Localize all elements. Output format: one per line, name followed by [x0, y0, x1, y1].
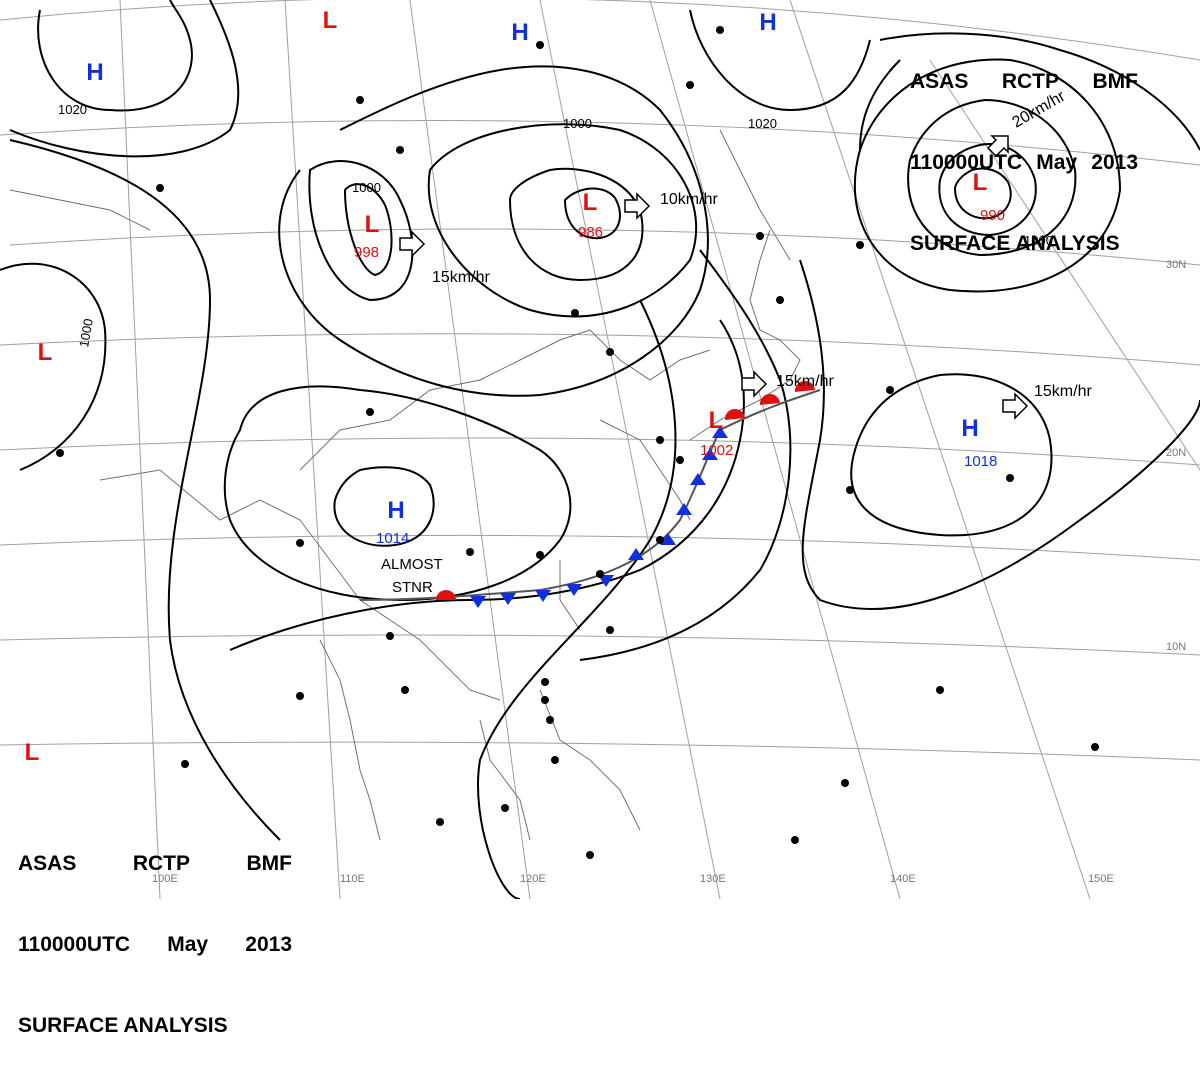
graticule	[0, 0, 1200, 899]
longitude-label: 140E	[890, 873, 916, 885]
longitude-label: 120E	[520, 873, 546, 885]
title-station: RCTP	[1001, 70, 1060, 93]
longitude-label: 110E	[340, 873, 365, 885]
title-product: SURFACE ANALYSIS	[910, 232, 1120, 255]
title-agency: ASAS	[910, 70, 969, 93]
warm-front-semicircles	[436, 380, 815, 600]
low-pressure-marker: L	[583, 189, 598, 216]
title-office: BMF	[246, 852, 293, 875]
latitude-label: 20N	[1166, 447, 1186, 459]
isobar-label: 1000	[1024, 233, 1053, 248]
low-pressure-marker: L	[323, 7, 338, 34]
low-pressure-marker: L	[709, 407, 724, 434]
central-pressure-value: 1014	[376, 530, 409, 547]
high-pressure-marker: H	[759, 9, 776, 36]
front-line	[359, 389, 821, 601]
high-pressure-marker: H	[961, 415, 978, 442]
motion-speed-label: 15km/hr	[1034, 383, 1092, 400]
motion-arrow-icon	[741, 370, 768, 398]
high-pressure-marker: H	[387, 497, 404, 524]
title-block-bottom: ASAS RCTP BMF 110000UTC May 2013 SURFACE ANA…	[18, 796, 292, 1066]
title-time: 110000UTC	[18, 933, 131, 956]
central-pressure-value: 1002	[700, 442, 733, 459]
front-note-line1: ALMOST	[381, 556, 443, 573]
latitude-label: 10N	[1166, 641, 1186, 653]
title-month: May	[1036, 151, 1078, 174]
station-plots	[56, 26, 1099, 859]
isobar-label: 1020	[58, 102, 87, 117]
title-month: May	[167, 933, 209, 956]
motion-arrow-icon	[1002, 392, 1029, 420]
isobars	[0, 0, 1200, 899]
title-agency: ASAS	[18, 852, 77, 875]
isobar-label: 1020	[748, 116, 777, 131]
isobar-label: 1000	[352, 180, 381, 195]
title-block-top: ASAS RCTP BMF 110000UTC May 2013 SURFACE ANA…	[910, 14, 1138, 284]
longitude-label: 150E	[1088, 873, 1114, 885]
motion-speed-label: 15km/hr	[432, 269, 490, 286]
longitude-label: 130E	[700, 873, 726, 885]
cold-front-triangles	[470, 426, 728, 608]
longitude-label: 100E	[152, 873, 178, 885]
central-pressure-value: 998	[354, 244, 379, 261]
low-pressure-marker: L	[365, 211, 380, 238]
motion-speed-label: 15km/hr	[776, 373, 834, 390]
central-pressure-value: 1018	[964, 453, 997, 470]
motion-arrow-icon	[399, 230, 426, 258]
title-station: RCTP	[132, 852, 191, 875]
coastlines	[9, 129, 801, 841]
title-time: 110000UTC	[910, 151, 1023, 174]
low-pressure-marker: L	[973, 169, 988, 196]
low-pressure-marker: L	[38, 339, 53, 366]
central-pressure-value: 986	[578, 224, 603, 241]
surface-analysis-map: 1020 1000 1000 1000 1020 1000 30N 20N 10N 100E 11…	[0, 0, 1200, 899]
motion-speed-label: 10km/hr	[660, 191, 718, 208]
central-pressure-value: 990	[980, 207, 1005, 224]
motion-arrow-icon	[624, 192, 651, 220]
isobar-label: 1000	[76, 317, 96, 348]
title-year: 2013	[245, 933, 292, 956]
latitude-label: 30N	[1166, 259, 1186, 271]
motion-arrows	[399, 135, 1029, 420]
title-product: SURFACE ANALYSIS	[18, 1014, 228, 1037]
isobar-label: 1000	[563, 116, 592, 131]
graticule-labels: 30N 20N 10N 100E 110E 120E 130E 140E 150E	[152, 259, 1186, 885]
low-pressure-marker: L	[25, 739, 40, 766]
front-note-line2: STNR	[392, 579, 433, 596]
frontal-systems	[359, 380, 821, 608]
title-year: 2013	[1091, 151, 1138, 174]
pressure-centers: H L H H L 998 L 986 L 990 L L 1002 H 1014 H 1018 L	[25, 7, 1005, 766]
high-pressure-marker: H	[511, 19, 528, 46]
high-pressure-marker: H	[86, 59, 103, 86]
isobar-labels: 1020 1000 1000 1000 1020 1000	[58, 102, 1053, 349]
title-office: BMF	[1092, 70, 1139, 93]
motion-arrow-icon	[986, 135, 1009, 158]
